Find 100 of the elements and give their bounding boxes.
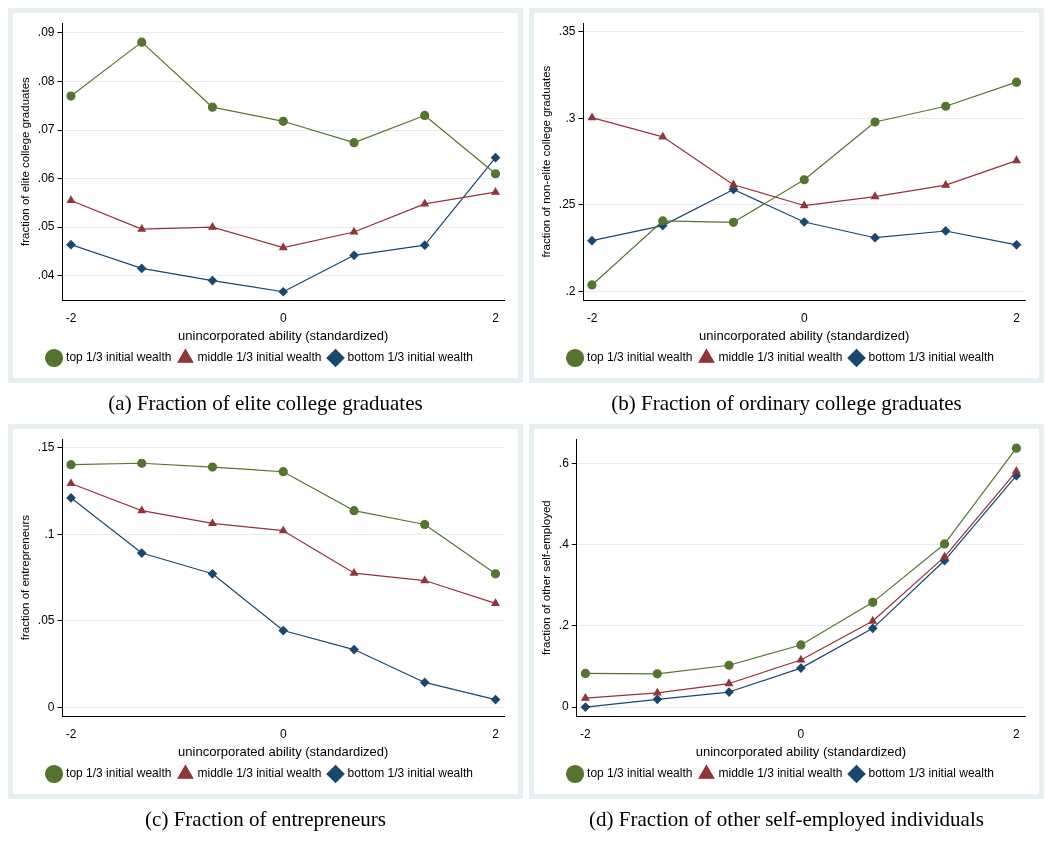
- point: [581, 693, 590, 701]
- y-tick-label: .1: [44, 526, 55, 541]
- x-axis-title: unincorporated ability (standardized): [699, 327, 910, 343]
- point: [279, 526, 288, 534]
- point: [490, 153, 501, 163]
- point: [208, 222, 217, 230]
- legend-label: top 1/3 initial wealth: [66, 350, 172, 365]
- x-tick-label: 2: [492, 726, 500, 741]
- y-tick-label: .35: [558, 24, 576, 39]
- point: [796, 663, 806, 673]
- point: [868, 623, 878, 633]
- y-tick-label: .4: [558, 537, 570, 552]
- y-tick-label: .04: [37, 268, 55, 283]
- point: [870, 191, 880, 200]
- point: [207, 569, 218, 579]
- point: [653, 688, 662, 696]
- point: [420, 677, 430, 688]
- legend-label: bottom 1/3 initial wealth: [868, 350, 994, 365]
- point: [279, 242, 288, 251]
- y-axis-title: fraction of elite college graduates: [19, 76, 32, 246]
- point: [66, 460, 76, 470]
- y-tick-label: .05: [37, 613, 55, 628]
- point: [420, 519, 430, 530]
- legend-label: bottom 1/3 initial wealth: [347, 350, 473, 365]
- point: [724, 660, 734, 670]
- point: [939, 539, 950, 549]
- y-tick-label: .09: [37, 25, 55, 40]
- y-tick-label: 0: [562, 699, 570, 714]
- point: [137, 37, 147, 47]
- point: [587, 236, 597, 246]
- point: [349, 568, 359, 576]
- legend-label: top 1/3 initial wealth: [587, 350, 693, 365]
- y-tick-label: .25: [558, 197, 576, 212]
- point: [420, 199, 429, 207]
- point: [580, 702, 591, 712]
- point: [1011, 240, 1022, 250]
- legend-label: top 1/3 initial wealth: [587, 766, 693, 781]
- point: [870, 233, 880, 243]
- legend-label: middle 1/3 initial wealth: [197, 766, 322, 781]
- point: [729, 180, 738, 188]
- point: [1011, 443, 1021, 453]
- point: [207, 102, 218, 112]
- point: [66, 195, 76, 204]
- point: [940, 552, 949, 560]
- point: [349, 138, 359, 148]
- x-tick-label: -2: [65, 726, 77, 741]
- point: [796, 655, 805, 663]
- point: [799, 217, 809, 227]
- point: [491, 598, 500, 606]
- y-axis-title: fraction of non-elite college graduates: [540, 65, 553, 258]
- point: [658, 132, 667, 140]
- text: (a) Fraction of elite college graduates: [108, 391, 423, 416]
- point: [137, 224, 146, 232]
- x-tick-label: 0: [797, 726, 805, 741]
- point: [796, 640, 806, 650]
- x-tick-label: 2: [1013, 310, 1021, 325]
- point: [868, 597, 878, 607]
- y-tick-label: .05: [37, 219, 55, 234]
- point: [349, 506, 359, 516]
- point: [278, 116, 288, 126]
- x-axis-title: unincorporated ability (standardized): [695, 743, 907, 759]
- y-axis-title: fraction of other self-employed: [540, 500, 553, 655]
- legend-label: middle 1/3 initial wealth: [197, 350, 322, 365]
- text: (b) Fraction of ordinary college graduates: [611, 391, 962, 416]
- point: [349, 227, 359, 235]
- x-tick-label: 2: [492, 310, 500, 325]
- point: [941, 180, 950, 188]
- point: [728, 217, 739, 227]
- point: [587, 113, 597, 121]
- point: [349, 644, 359, 655]
- y-tick-label: .2: [565, 283, 576, 298]
- point: [1012, 466, 1021, 474]
- x-tick-label: 0: [800, 310, 808, 325]
- point: [137, 548, 147, 558]
- point: [724, 687, 734, 697]
- point: [1012, 155, 1021, 164]
- y-tick-label: .2: [558, 618, 570, 633]
- x-tick-label: -2: [586, 310, 598, 325]
- point: [724, 678, 734, 687]
- point: [580, 668, 591, 678]
- legend-label: bottom 1/3 initial wealth: [347, 766, 473, 781]
- point: [278, 287, 288, 297]
- point: [278, 467, 288, 477]
- point: [800, 200, 809, 209]
- x-tick-label: 0: [279, 310, 287, 325]
- point: [207, 275, 218, 286]
- x-axis-title: unincorporated ability (standardized): [178, 327, 389, 343]
- legend-label: middle 1/3 initial wealth: [718, 350, 843, 365]
- point: [278, 625, 288, 636]
- point: [658, 216, 668, 226]
- point: [868, 616, 877, 624]
- point: [1011, 77, 1022, 87]
- point: [420, 575, 429, 584]
- point: [66, 493, 76, 503]
- point: [66, 240, 76, 250]
- point: [799, 175, 809, 185]
- point: [941, 101, 951, 111]
- x-tick-label: 2: [1013, 726, 1021, 741]
- point: [491, 187, 500, 195]
- point: [207, 462, 218, 472]
